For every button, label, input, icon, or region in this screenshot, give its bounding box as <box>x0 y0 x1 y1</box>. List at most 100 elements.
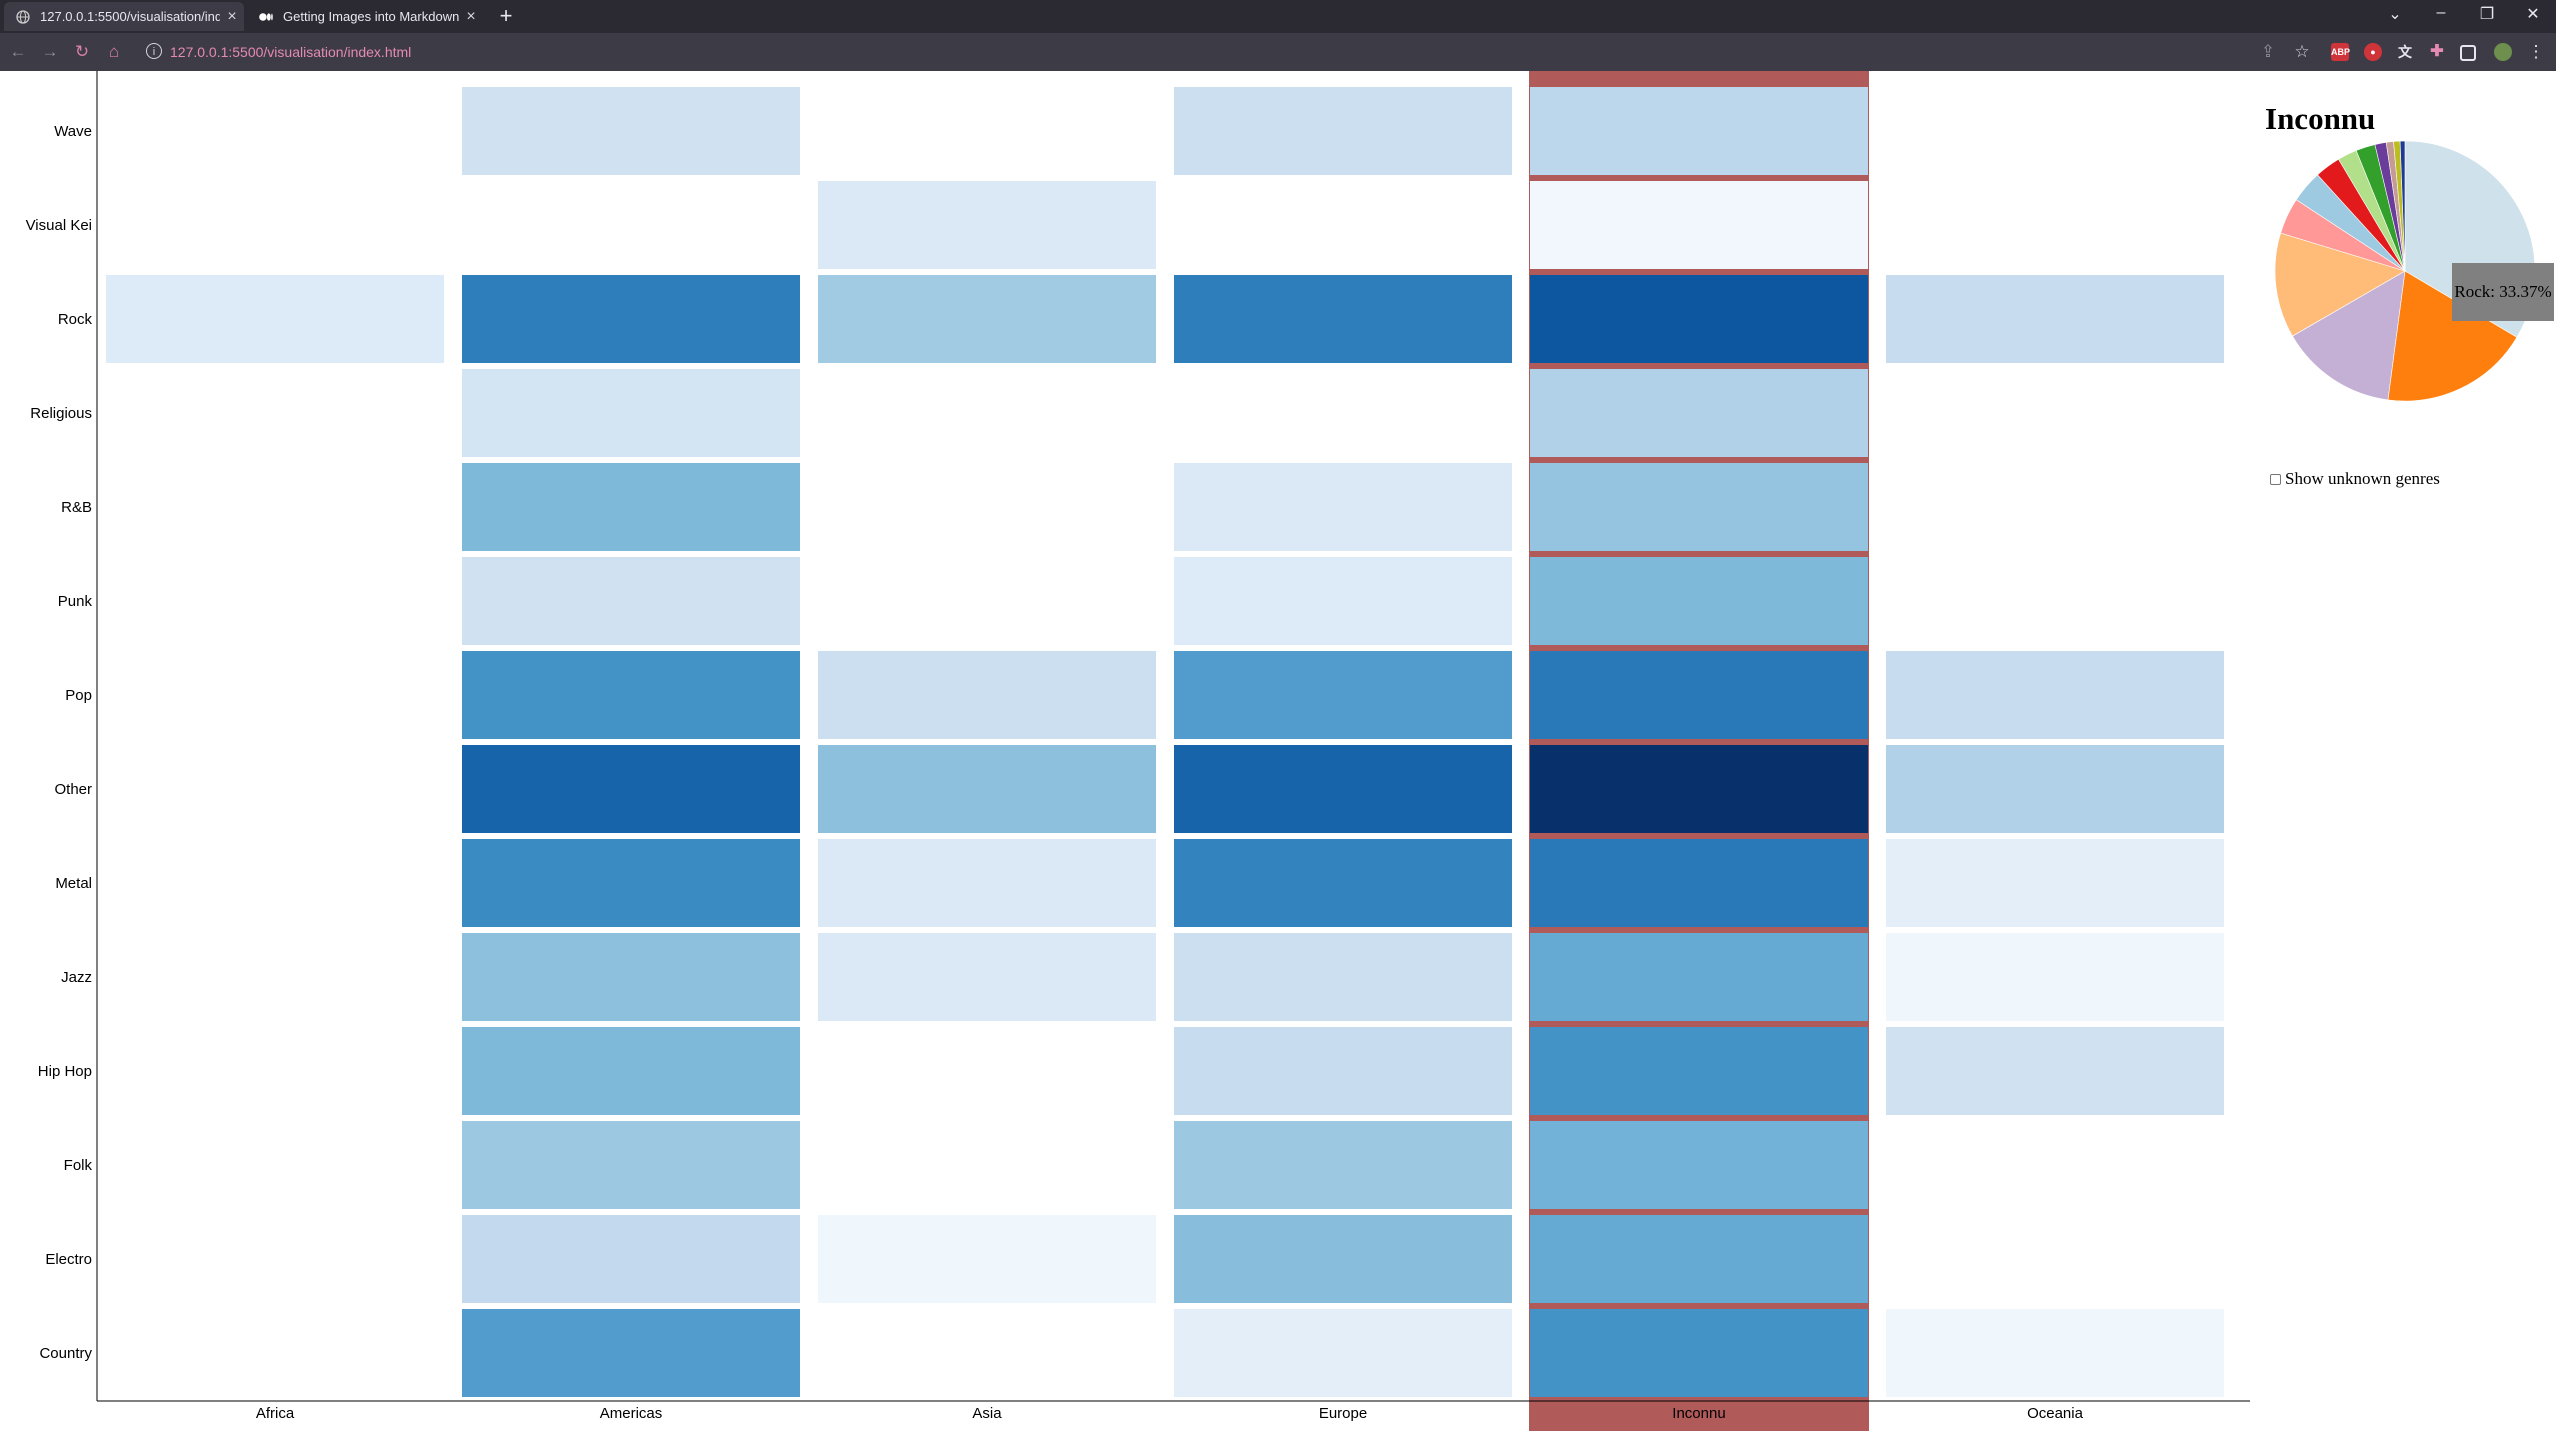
row-label: Rock <box>58 311 93 328</box>
column-label[interactable]: Oceania <box>2027 1405 2084 1422</box>
tab-title: Getting Images into Markdown Documents <box>283 9 459 24</box>
restore-icon[interactable]: ❐ <box>2479 6 2495 23</box>
browser-tab[interactable]: Getting Images into Markdown Documents × <box>247 2 483 31</box>
pie-slice[interactable] <box>2399 141 2406 272</box>
heatmap-cell[interactable] <box>1174 651 1512 739</box>
heatmap-cell[interactable] <box>462 1121 800 1209</box>
new-tab-button[interactable]: + <box>499 3 513 28</box>
pie-slice[interactable] <box>2292 270 2406 401</box>
heatmap-cell[interactable] <box>1530 463 1868 551</box>
heatmap-cell[interactable] <box>1174 275 1512 363</box>
heatmap-cell[interactable] <box>818 181 1156 269</box>
heatmap-cell[interactable] <box>818 275 1156 363</box>
share-icon[interactable]: ⇪ <box>2260 42 2276 61</box>
back-icon[interactable]: ← <box>9 42 27 61</box>
column-label[interactable]: Inconnu <box>1672 1405 1725 1422</box>
heatmap-cell[interactable] <box>1886 1309 2224 1397</box>
heatmap-cell[interactable] <box>818 933 1156 1021</box>
home-icon[interactable]: ⌂ <box>108 42 120 61</box>
heatmap-cell[interactable] <box>1530 369 1868 457</box>
close-window-icon[interactable]: ✕ <box>2526 6 2540 23</box>
heatmap-cell[interactable] <box>1530 1121 1868 1209</box>
column-label[interactable]: Asia <box>972 1405 1002 1422</box>
unknown-genres-label: Show unknown genres <box>2285 469 2440 488</box>
row-label: Wave <box>54 123 92 140</box>
heatmap-cell[interactable] <box>818 839 1156 927</box>
extension-red-icon[interactable]: ● <box>2364 43 2382 61</box>
column-label[interactable]: Africa <box>256 1405 295 1422</box>
reload-icon[interactable]: ↻ <box>74 42 90 61</box>
pie-slice[interactable] <box>2274 232 2406 337</box>
heatmap-cell[interactable] <box>1530 933 1868 1021</box>
heatmap-cell[interactable] <box>1174 1027 1512 1115</box>
heatmap-cell[interactable] <box>818 1215 1156 1303</box>
heatmap-cell[interactable] <box>462 651 800 739</box>
heatmap-cell[interactable] <box>462 1027 800 1115</box>
address-bar[interactable]: 127.0.0.1:5500/visualisation/index.html <box>170 44 412 60</box>
heatmap-cell[interactable] <box>1174 87 1512 175</box>
pie-title: Inconnu <box>2265 101 2376 136</box>
heatmap-cell[interactable] <box>1886 839 2224 927</box>
forward-icon[interactable]: → <box>41 42 59 61</box>
tab-search-icon[interactable]: ⌄ <box>2388 6 2402 23</box>
heatmap-cell[interactable] <box>1530 839 1868 927</box>
heatmap-cell[interactable] <box>462 275 800 363</box>
heatmap-cell[interactable] <box>462 369 800 457</box>
column-label[interactable]: Europe <box>1319 1405 1367 1422</box>
unknown-genres-checkbox[interactable] <box>2270 473 2281 485</box>
close-tab-icon[interactable]: × <box>227 7 237 25</box>
extension-translate-icon[interactable]: 文 <box>2398 44 2412 60</box>
heatmap-cell[interactable] <box>1174 745 1512 833</box>
heatmap-cell[interactable] <box>1174 839 1512 927</box>
row-label: Punk <box>58 593 93 610</box>
row-label: Electro <box>45 1251 92 1268</box>
heatmap-cell[interactable] <box>818 745 1156 833</box>
heatmap-cell[interactable] <box>1530 1215 1868 1303</box>
heatmap-cell[interactable] <box>818 651 1156 739</box>
heatmap-cell[interactable] <box>462 463 800 551</box>
heatmap-cell[interactable] <box>1174 463 1512 551</box>
profile-avatar[interactable] <box>2494 43 2512 61</box>
heatmap-cell[interactable] <box>1174 1121 1512 1209</box>
heatmap-cell[interactable] <box>106 275 444 363</box>
extensions-puzzle-icon[interactable]: ✚ <box>2430 43 2444 60</box>
heatmap-cell[interactable] <box>1886 1027 2224 1115</box>
heatmap-cell[interactable] <box>1174 1215 1512 1303</box>
column-label[interactable]: Americas <box>600 1405 663 1422</box>
tab-title: 127.0.0.1:5500/visualisation/index.html <box>40 9 220 24</box>
browser-tab-active[interactable]: 127.0.0.1:5500/visualisation/index.html … <box>4 2 244 31</box>
heatmap-cell[interactable] <box>1174 557 1512 645</box>
heatmap-cell[interactable] <box>1530 87 1868 175</box>
side-panel-icon[interactable] <box>2460 45 2476 61</box>
heatmap-cell[interactable] <box>462 87 800 175</box>
unknown-genres-toggle[interactable]: Show unknown genres <box>2270 469 2440 489</box>
heatmap-cell[interactable] <box>1886 275 2224 363</box>
heatmap-cell[interactable] <box>462 839 800 927</box>
pie-slice[interactable] <box>2387 270 2518 402</box>
heatmap-cell[interactable] <box>462 745 800 833</box>
heatmap-cell[interactable] <box>1530 651 1868 739</box>
menu-kebab-icon[interactable]: ⋮ <box>2527 42 2545 61</box>
heatmap-cell[interactable] <box>1530 181 1868 269</box>
info-icon[interactable]: i <box>146 43 162 59</box>
heatmap-cell[interactable] <box>1174 933 1512 1021</box>
heatmap-cell[interactable] <box>1530 275 1868 363</box>
heatmap-cell[interactable] <box>1886 933 2224 1021</box>
heatmap-cell[interactable] <box>462 1215 800 1303</box>
heatmap-cell[interactable] <box>462 1309 800 1397</box>
heatmap-cell[interactable] <box>1530 1027 1868 1115</box>
heatmap-cell[interactable] <box>1886 745 2224 833</box>
heatmap-cell[interactable] <box>462 933 800 1021</box>
close-tab-icon[interactable]: × <box>466 7 476 25</box>
minimize-icon[interactable]: – <box>2436 4 2446 21</box>
heatmap-cell[interactable] <box>1530 745 1868 833</box>
heatmap-cell[interactable] <box>462 557 800 645</box>
heatmap-cell[interactable] <box>1174 1309 1512 1397</box>
heatmap-cell[interactable] <box>1530 557 1868 645</box>
row-label: Religious <box>30 405 92 422</box>
heatmap-cell[interactable] <box>1530 1309 1868 1397</box>
heatmap-cell[interactable] <box>1886 651 2224 739</box>
adblock-icon[interactable]: ABP <box>2331 43 2350 61</box>
bookmark-star-icon[interactable]: ☆ <box>2294 42 2310 61</box>
row-label: R&B <box>61 499 92 516</box>
